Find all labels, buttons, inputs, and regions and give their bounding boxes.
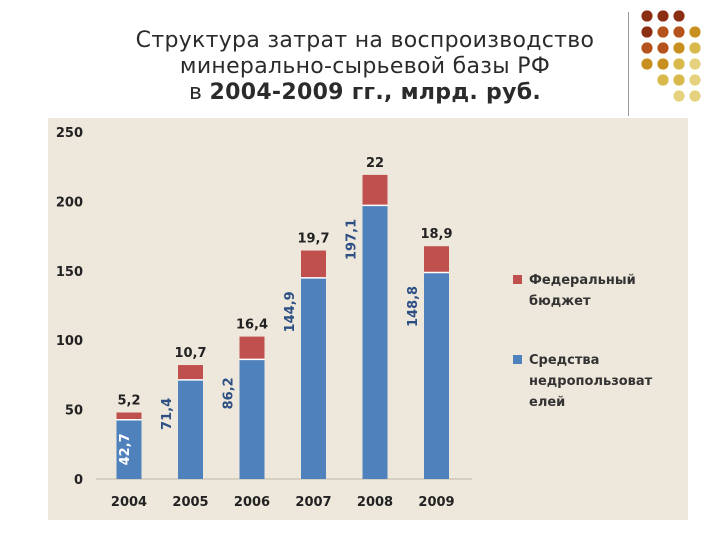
decorative-dot [657, 74, 669, 86]
title-line-2: минерально-сырьевой базы РФ [179, 54, 551, 79]
y-tick-label: 100 [56, 334, 83, 349]
bar-subsoil-users-2005 [178, 379, 203, 479]
decorative-dot [673, 90, 685, 102]
bar-subsoil-users-2008 [362, 205, 388, 479]
y-tick-label: 250 [56, 126, 83, 141]
legend-federal-budget-label: бюджет [529, 294, 591, 309]
y-tick-label: 150 [56, 265, 83, 280]
decorative-dot [641, 42, 653, 54]
bar-federal-budget-2008 [362, 174, 388, 206]
decorative-dot [657, 26, 669, 38]
data-label-subsoil-2005: 71,4 [160, 398, 175, 430]
x-tick-label-2008: 2008 [357, 495, 393, 510]
decorative-dot-grid [641, 10, 701, 102]
x-tick-label-2007: 2007 [295, 495, 331, 510]
decorative-dot [689, 42, 701, 54]
bar-federal-budget-2007 [301, 250, 326, 278]
legend-subsoil-users-label: елей [529, 395, 565, 410]
decorative-dot [673, 10, 685, 22]
decorative-dot [641, 58, 653, 70]
data-label-subsoil-2004: 42,7 [118, 433, 133, 465]
data-label-subsoil-2007: 144,9 [283, 291, 298, 332]
x-tick-label-2004: 2004 [111, 495, 147, 510]
stacked-bar-chart: 0 50 100 150 200 250 2004 5,2 42,7 2005 10,7 71,4 20… [56, 126, 653, 510]
legend-federal-budget-label: Федеральный [529, 273, 636, 288]
y-tick-label: 0 [74, 473, 83, 488]
data-label-federal-2006: 16,4 [236, 318, 268, 333]
bar-federal-budget-2004 [116, 412, 142, 420]
legend-subsoil-users-swatch [513, 355, 522, 364]
bar-subsoil-users-2004 [116, 419, 142, 479]
bar-subsoil-users-2006 [239, 359, 265, 479]
data-label-federal-2009: 18,9 [420, 227, 452, 242]
bar-subsoil-users-2007 [301, 277, 326, 479]
decorative-dot [673, 58, 685, 70]
data-label-federal-2007: 19,7 [297, 232, 329, 247]
chart-title: Структура затрат на воспроизводство мине… [110, 28, 620, 106]
data-label-federal-2008: 22 [366, 156, 384, 171]
legend-subsoil-users-label: недропользоват [529, 374, 653, 389]
decorative-dot [689, 74, 701, 86]
legend-federal-budget-swatch [513, 275, 522, 284]
y-tick-label: 50 [65, 404, 83, 419]
title-line-3: в 2004-2009 гг., млрд. руб. [110, 80, 620, 106]
title-divider [628, 12, 629, 116]
x-tick-label-2005: 2005 [172, 495, 208, 510]
data-label-subsoil-2009: 148,8 [406, 286, 421, 327]
decorative-dot [641, 26, 653, 38]
decorative-dot [689, 26, 701, 38]
decorative-dot [673, 74, 685, 86]
decorative-dot [689, 90, 701, 102]
data-label-subsoil-2008: 197,1 [345, 219, 360, 260]
title-line-3-prefix: в [188, 80, 210, 105]
data-label-federal-2005: 10,7 [174, 346, 206, 361]
title-years-bold: 2004-2009 гг., млрд. руб. [209, 80, 542, 105]
x-tick-label-2009: 2009 [418, 495, 454, 510]
decorative-dot [641, 10, 653, 22]
decorative-dot [657, 10, 669, 22]
bar-subsoil-users-2009 [424, 272, 449, 479]
decorative-dot [657, 58, 669, 70]
decorative-dot [673, 26, 685, 38]
y-tick-label: 200 [56, 195, 83, 210]
chart-panel: 0 50 100 150 200 250 2004 5,2 42,7 2005 10,7 71,4 20… [48, 118, 688, 520]
bar-federal-budget-2006 [239, 336, 265, 360]
data-label-federal-2004: 5,2 [117, 394, 140, 409]
bar-federal-budget-2005 [178, 365, 203, 380]
title-line-1: Структура затрат на воспроизводство [135, 28, 595, 53]
data-label-subsoil-2006: 86,2 [222, 377, 237, 409]
bar-federal-budget-2009 [424, 246, 449, 273]
decorative-dot [673, 42, 685, 54]
decorative-dot [657, 42, 669, 54]
decorative-dot [689, 58, 701, 70]
legend-subsoil-users-label: Средства [529, 353, 599, 368]
x-tick-label-2006: 2006 [234, 495, 270, 510]
